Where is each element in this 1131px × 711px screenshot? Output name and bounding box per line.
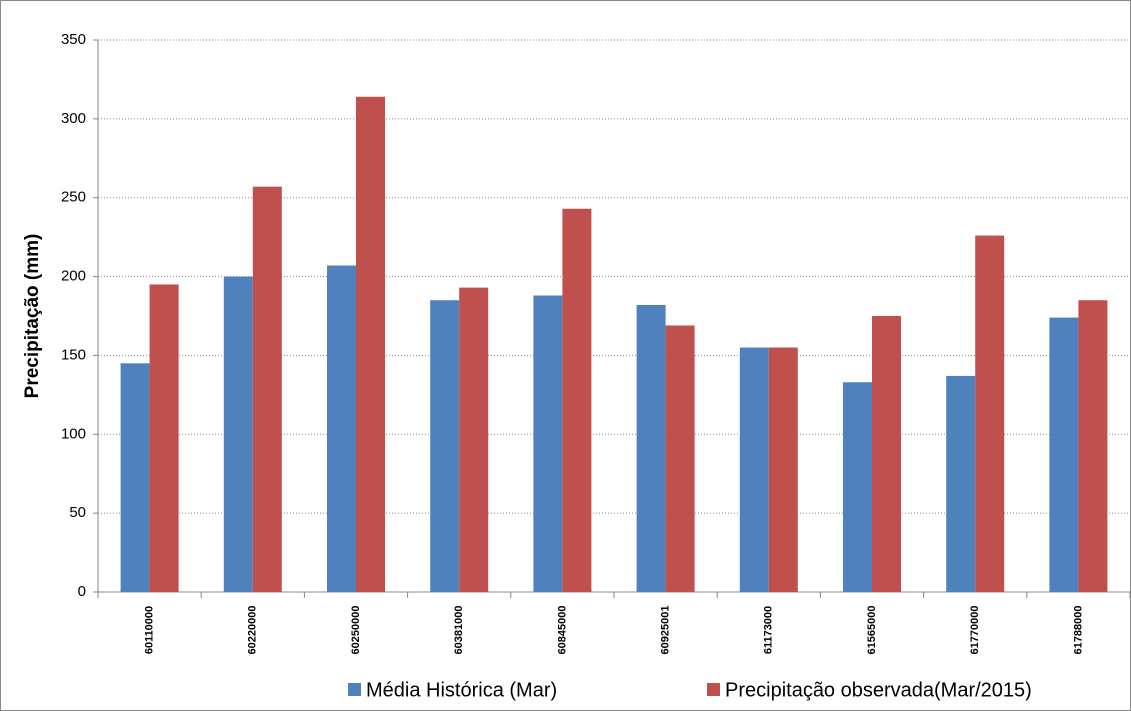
- legend-label: Precipitação observada(Mar/2015): [725, 679, 1032, 701]
- bar: [843, 382, 872, 592]
- bar: [872, 316, 901, 592]
- y-tick-label: 300: [61, 110, 86, 127]
- x-tick-label: 60845000: [556, 606, 568, 655]
- bar: [252, 186, 282, 592]
- bar: [768, 347, 798, 592]
- x-tick-label: 61565000: [866, 606, 878, 655]
- bar: [149, 284, 179, 592]
- bar: [1078, 300, 1108, 592]
- y-axis-label: Precipitação (mm): [22, 234, 43, 399]
- y-tick-label: 250: [61, 189, 86, 206]
- bar: [120, 363, 150, 592]
- bar: [223, 276, 253, 592]
- bar: [739, 347, 769, 592]
- x-tick-label: 60381000: [453, 606, 465, 655]
- legend-label: Média Histórica (Mar): [366, 679, 557, 701]
- x-tick-label: 60220000: [247, 606, 259, 655]
- bar: [1049, 317, 1079, 592]
- x-tick-label: 61173000: [763, 606, 775, 654]
- y-tick-label: 350: [61, 31, 86, 48]
- bar: [430, 300, 460, 592]
- bar: [562, 208, 592, 593]
- bar: [946, 375, 976, 592]
- bar: [327, 265, 356, 592]
- x-tick-label: 60250000: [350, 606, 362, 655]
- y-tick-label: 200: [61, 268, 86, 285]
- y-tick-label: 50: [69, 504, 86, 521]
- legend-swatch: [348, 683, 361, 696]
- y-tick-label: 100: [61, 425, 86, 442]
- x-tick-label: 60925001: [660, 606, 672, 655]
- bar: [975, 235, 1005, 592]
- bar: [636, 304, 666, 592]
- x-tick-label: 61788000: [1072, 606, 1084, 655]
- x-tick-label: 60110000: [144, 606, 156, 654]
- y-tick-label: 0: [78, 583, 86, 600]
- legend-swatch: [707, 683, 720, 696]
- x-tick-label: 61770000: [969, 606, 981, 655]
- y-tick-label: 150: [61, 346, 86, 363]
- bar: [533, 295, 563, 592]
- bar: [665, 325, 695, 592]
- bar: [356, 96, 385, 592]
- bar: [459, 287, 489, 592]
